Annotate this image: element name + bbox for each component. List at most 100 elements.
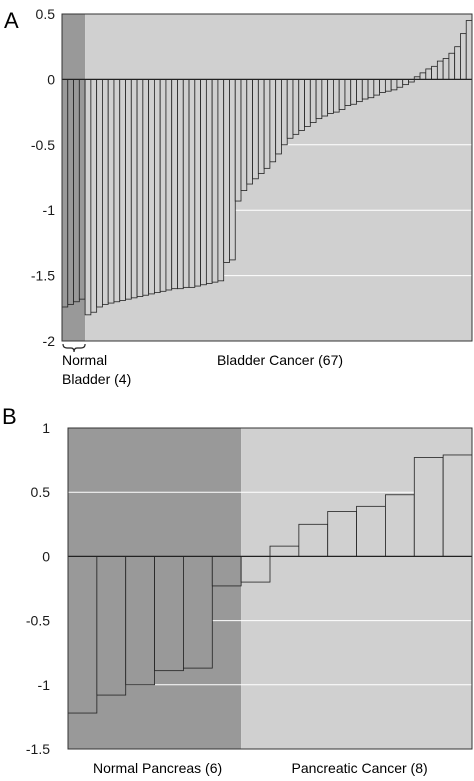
panel-label-b: B: [2, 404, 17, 429]
y-tick-label: -1: [38, 677, 51, 693]
cancer-bar: [286, 79, 294, 139]
cancer-bar: [113, 79, 121, 303]
cancer-bar: [205, 79, 213, 284]
cancer-bar: [130, 79, 138, 299]
cancer-bar: [165, 79, 173, 291]
cancer-bar: [194, 79, 201, 287]
normal-bar: [78, 79, 86, 300]
y-tick-label: 0: [42, 548, 50, 564]
normal-bar: [96, 556, 127, 696]
cancer-bar: [344, 79, 352, 106]
normal-bar: [67, 79, 74, 305]
cancer-bar: [102, 79, 109, 305]
cancer-bar: [298, 79, 305, 131]
cancer-bar: [125, 79, 132, 300]
cancer-bar: [269, 545, 300, 557]
cancer-bar: [229, 79, 236, 261]
cancer-bar: [252, 79, 259, 180]
cancer-bar: [119, 79, 126, 301]
cancer-bar: [136, 79, 144, 297]
cancer-bar: [465, 20, 473, 80]
cancer-bar: [240, 556, 271, 583]
cancer-bar: [384, 79, 392, 92]
cancer-bar: [425, 68, 432, 80]
panel-a-normal-brace: [62, 343, 86, 353]
cancer-bar: [390, 79, 398, 91]
cancer-bar: [385, 494, 415, 557]
panel-a-bars: [61, 20, 473, 316]
y-tick-label: -0.5: [31, 137, 55, 153]
cancer-bar: [327, 511, 357, 557]
cancer-bar: [298, 523, 329, 557]
cancer-bar: [200, 79, 207, 286]
panel-a-normal-group-label: Normal Bladder (4): [62, 352, 131, 387]
cancer-bar: [361, 79, 369, 100]
cancer-bar: [356, 79, 363, 103]
cancer-bar: [396, 79, 404, 88]
cancer-bar: [159, 79, 167, 292]
cancer-bar: [246, 79, 253, 185]
cancer-bar: [454, 46, 461, 80]
y-tick-label: 0.5: [31, 484, 51, 500]
cancer-bar: [309, 79, 317, 123]
y-tick-label: -1.5: [26, 741, 50, 757]
cancer-bar: [304, 79, 311, 127]
cancer-bar: [177, 79, 184, 290]
panel-b-normal-group-label: Normal Pancreas (6): [93, 760, 222, 776]
cancer-bar: [292, 79, 300, 135]
normal-bar: [73, 79, 80, 303]
cancer-bar: [321, 79, 329, 117]
y-tick-label: -1: [43, 202, 56, 218]
cancer-bar: [436, 60, 444, 80]
cancer-bar: [84, 79, 92, 316]
cancer-bar: [142, 79, 150, 296]
cancer-bar: [153, 79, 161, 294]
normal-bar: [67, 556, 98, 714]
cancer-bar: [182, 79, 190, 288]
label-line: Normal: [62, 352, 107, 368]
cancer-bar: [96, 79, 103, 308]
y-tick-label: 0.5: [36, 6, 56, 22]
normal-bar: [61, 79, 69, 308]
cancer-bar: [413, 457, 444, 557]
normal-bar: [183, 556, 213, 669]
panel-label-a: A: [4, 8, 19, 33]
cancer-bar: [211, 79, 219, 283]
cancer-bar: [333, 79, 340, 113]
normal-bar: [125, 556, 155, 686]
y-tick-label: -2: [43, 333, 56, 349]
y-tick-label: -0.5: [26, 613, 50, 629]
cancer-bar: [327, 79, 334, 114]
cancer-bar: [263, 79, 271, 169]
normal-bar: [211, 556, 242, 587]
y-tick-label: -1.5: [31, 268, 55, 284]
cancer-bar: [356, 505, 386, 557]
cancer-bar: [269, 79, 277, 163]
cancer-bar: [338, 79, 346, 110]
panel-a: A 0.5 0 -0.5 -1 -1.5 -2 Normal Bladder (4) Bla…: [4, 6, 473, 387]
panel-a-cancer-group-label: Bladder Cancer (67): [217, 352, 343, 368]
cancer-bar: [442, 58, 450, 80]
cancer-bar: [367, 79, 375, 99]
cancer-bar: [379, 79, 386, 93]
panel-b-plot-frame: [67, 427, 473, 750]
cancer-bar: [107, 79, 115, 304]
cancer-bar: [275, 79, 282, 155]
cancer-bar: [257, 79, 265, 174]
y-tick-label: 0: [47, 71, 55, 87]
cancer-bar: [171, 79, 178, 290]
cancer-bar: [431, 65, 438, 80]
y-tick-label: 1: [42, 420, 50, 436]
cancer-bar: [240, 79, 248, 191]
cancer-bar: [148, 79, 155, 295]
cancer-bar: [223, 79, 230, 263]
cancer-bar: [350, 79, 357, 105]
normal-bar: [154, 556, 184, 672]
cancer-bar: [402, 79, 409, 86]
cancer-bar: [442, 454, 473, 557]
cancer-bar: [448, 52, 456, 80]
panel-b-y-axis: 1 0.5 0 -0.5 -1 -1.5: [26, 420, 50, 757]
panel-a-plot-frame: [61, 13, 473, 342]
label-line: Bladder (4): [62, 371, 131, 387]
